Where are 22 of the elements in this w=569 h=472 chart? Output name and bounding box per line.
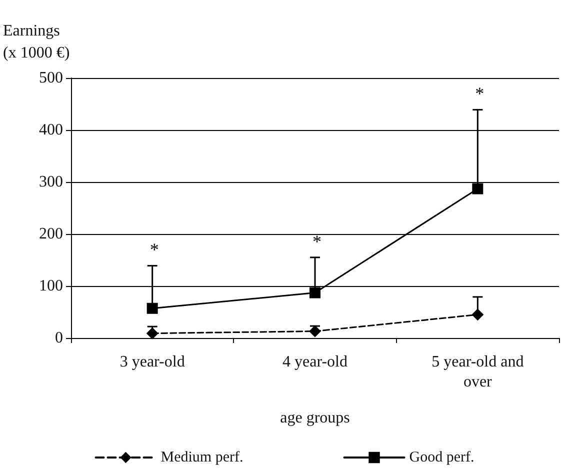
y-tick-label: 400 [39,122,63,138]
y-axis-title: Earnings (x 1000 €) [3,22,70,62]
x-tick-label: 3 year-old [120,354,185,370]
annotation: * [312,231,322,252]
annotation: * [150,240,159,260]
y-tick-label: 100 [39,278,63,294]
y-tick-label: 200 [39,226,63,242]
point [309,325,321,338]
point [310,287,320,298]
legend-label: Good perf. [409,450,474,466]
annotation: * [475,84,484,104]
x-axis-title: age groups [280,410,350,426]
y-tick-label: 300 [39,174,63,190]
x-tick-label: 5 year-old and over [432,354,524,390]
point [472,183,484,194]
y-tick-label: 500 [39,70,63,86]
legend-label: Medium perf. [160,450,244,466]
point [146,327,158,340]
y-tick-label: 0 [55,330,63,346]
point [472,308,484,321]
point [146,302,158,314]
x-tick-label: 4 year-old [282,354,348,370]
